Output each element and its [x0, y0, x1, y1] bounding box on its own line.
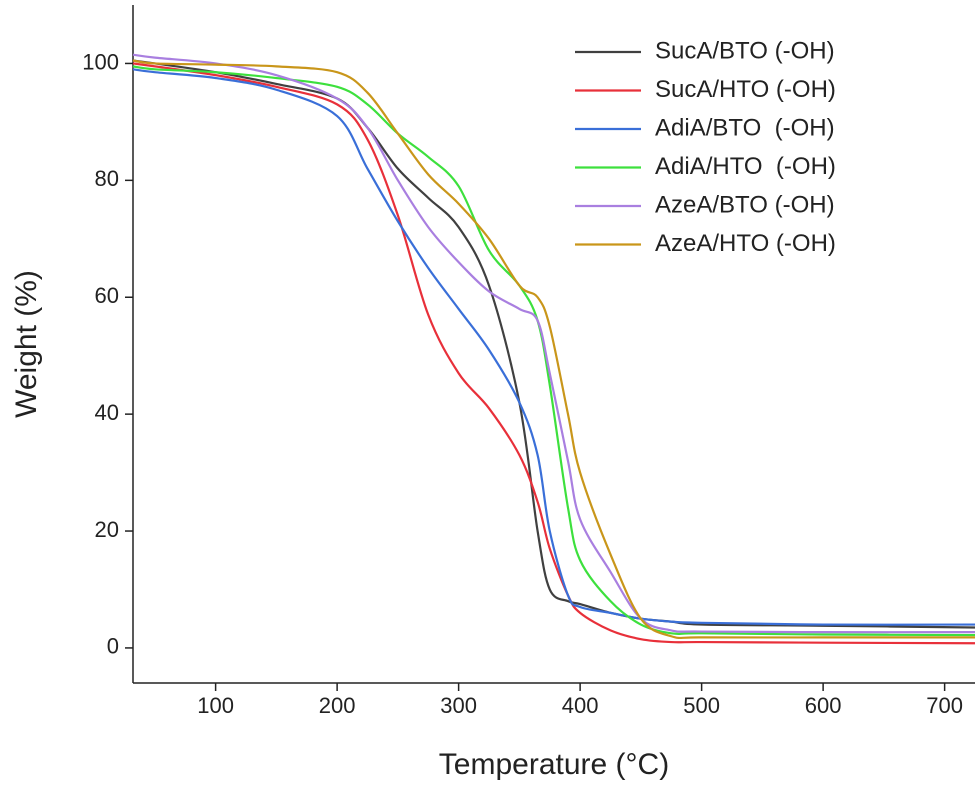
x-tick-label: 100	[197, 693, 234, 718]
y-tick-label: 100	[82, 49, 119, 74]
legend-label: AzeA/BTO (-OH)	[655, 191, 835, 218]
x-tick-label: 500	[683, 693, 720, 718]
legend-label: AzeA/HTO (-OH)	[655, 230, 836, 257]
x-tick-label: 200	[319, 693, 356, 718]
data-line	[132, 68, 976, 626]
x-axis-title: Temperature (°C)	[439, 748, 669, 781]
legend-label: AdiA/BTO (-OH)	[655, 114, 835, 141]
legend-label: SucA/HTO (-OH)	[655, 76, 836, 103]
y-tick-label: 40	[95, 400, 119, 425]
legend-label: SucA/BTO (-OH)	[655, 37, 835, 64]
data-line	[132, 65, 976, 637]
y-tick-label: 20	[95, 517, 119, 542]
data-line	[132, 53, 976, 634]
x-tick-label: 400	[562, 693, 599, 718]
y-tick-label: 0	[107, 634, 119, 659]
y-tick-label: 80	[95, 166, 119, 191]
x-tick-label: 700	[926, 693, 963, 718]
y-axis-title: Weight (%)	[10, 270, 43, 418]
y-tick-label: 60	[95, 283, 119, 308]
data-line	[132, 62, 976, 645]
legend-label: AdiA/HTO (-OH)	[655, 153, 836, 180]
x-tick-label: 600	[805, 693, 842, 718]
x-tick-label: 300	[440, 693, 477, 718]
data-line	[132, 59, 975, 640]
